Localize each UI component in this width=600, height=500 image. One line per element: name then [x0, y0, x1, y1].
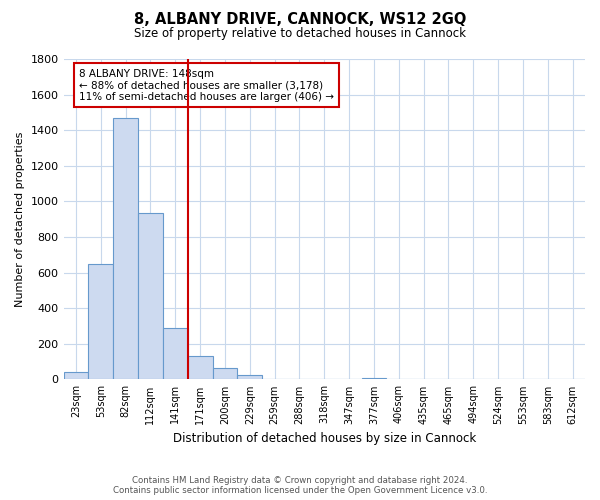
Bar	[88, 264, 113, 380]
Text: Size of property relative to detached houses in Cannock: Size of property relative to detached ho…	[134, 28, 466, 40]
Bar	[238, 375, 262, 380]
Bar	[362, 378, 386, 380]
Bar	[163, 328, 188, 380]
Bar	[113, 118, 138, 380]
Text: Contains HM Land Registry data © Crown copyright and database right 2024.
Contai: Contains HM Land Registry data © Crown c…	[113, 476, 487, 495]
Bar	[188, 356, 212, 380]
Text: 8, ALBANY DRIVE, CANNOCK, WS12 2GQ: 8, ALBANY DRIVE, CANNOCK, WS12 2GQ	[134, 12, 466, 28]
Bar	[64, 372, 88, 380]
Bar	[212, 368, 238, 380]
X-axis label: Distribution of detached houses by size in Cannock: Distribution of detached houses by size …	[173, 432, 476, 445]
Y-axis label: Number of detached properties: Number of detached properties	[15, 132, 25, 307]
Bar	[138, 213, 163, 380]
Text: 8 ALBANY DRIVE: 148sqm
← 88% of detached houses are smaller (3,178)
11% of semi-: 8 ALBANY DRIVE: 148sqm ← 88% of detached…	[79, 68, 334, 102]
Bar	[262, 378, 287, 380]
